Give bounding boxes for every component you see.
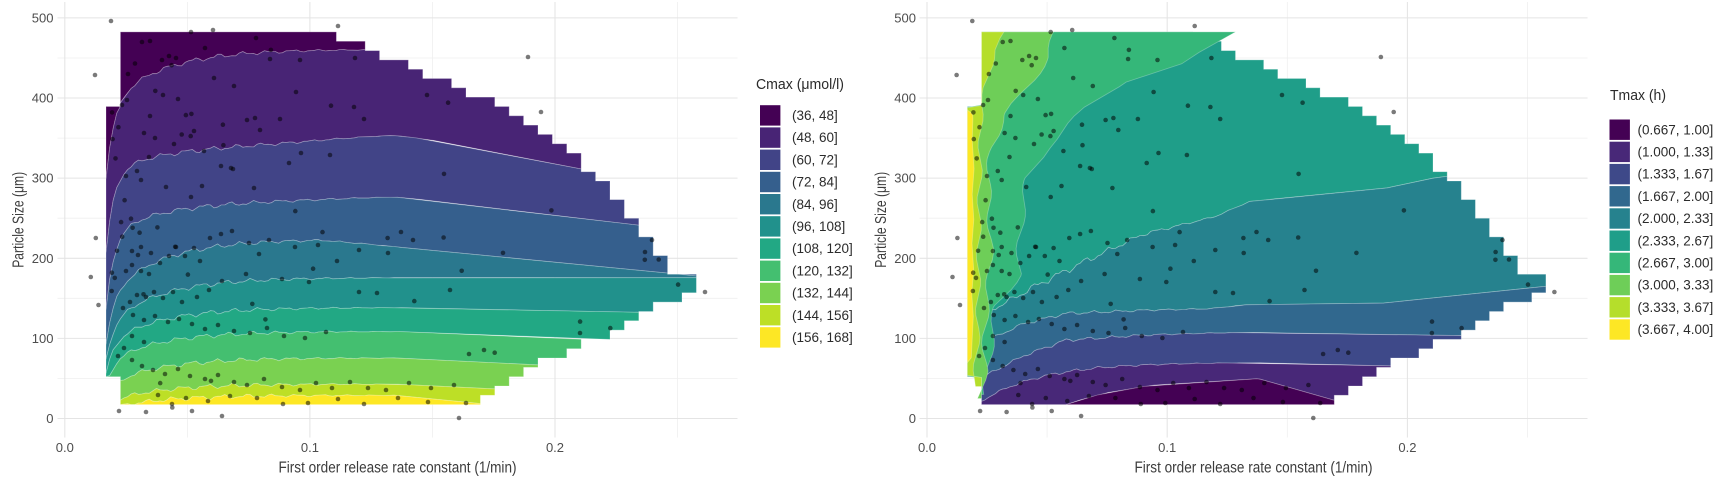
svg-text:100: 100 bbox=[32, 331, 54, 346]
svg-text:(36, 48]: (36, 48] bbox=[792, 108, 838, 123]
svg-text:(144, 156]: (144, 156] bbox=[792, 308, 853, 323]
svg-text:(2.333, 2.67]: (2.333, 2.67] bbox=[1638, 233, 1714, 248]
svg-text:0.1: 0.1 bbox=[1158, 440, 1176, 455]
svg-text:(60, 72]: (60, 72] bbox=[792, 152, 838, 167]
svg-text:0: 0 bbox=[46, 411, 53, 426]
svg-text:(2.000, 2.33]: (2.000, 2.33] bbox=[1638, 211, 1714, 226]
svg-text:Particle Size (μm): Particle Size (μm) bbox=[11, 172, 28, 268]
svg-text:(96, 108]: (96, 108] bbox=[792, 219, 845, 234]
svg-text:(1.000, 1.33]: (1.000, 1.33] bbox=[1638, 145, 1714, 160]
svg-text:First order release rate const: First order release rate constant (1/min… bbox=[279, 460, 517, 477]
svg-text:0.2: 0.2 bbox=[1398, 440, 1416, 455]
svg-text:400: 400 bbox=[894, 91, 916, 106]
svg-text:(2.667, 3.00]: (2.667, 3.00] bbox=[1638, 256, 1714, 271]
svg-text:200: 200 bbox=[32, 251, 54, 266]
svg-text:0.1: 0.1 bbox=[301, 440, 319, 455]
svg-text:Cmax (μmol/l): Cmax (μmol/l) bbox=[756, 76, 844, 93]
svg-text:(120, 132]: (120, 132] bbox=[792, 263, 853, 278]
svg-text:(132, 144]: (132, 144] bbox=[792, 286, 853, 301]
svg-text:0: 0 bbox=[909, 411, 916, 426]
svg-text:(3.667, 4.00]: (3.667, 4.00] bbox=[1638, 322, 1714, 337]
svg-text:(1.667, 2.00]: (1.667, 2.00] bbox=[1638, 189, 1714, 204]
svg-text:500: 500 bbox=[894, 10, 916, 25]
svg-text:400: 400 bbox=[32, 91, 54, 106]
svg-text:0.2: 0.2 bbox=[546, 440, 564, 455]
svg-text:(3.333, 3.67]: (3.333, 3.67] bbox=[1638, 300, 1714, 315]
svg-text:Tmax (h): Tmax (h) bbox=[1610, 87, 1666, 104]
svg-text:100: 100 bbox=[894, 331, 916, 346]
svg-text:(3.000, 3.33]: (3.000, 3.33] bbox=[1638, 278, 1714, 293]
svg-text:200: 200 bbox=[894, 251, 916, 266]
svg-text:0.0: 0.0 bbox=[56, 440, 74, 455]
svg-text:(48, 60]: (48, 60] bbox=[792, 130, 838, 145]
svg-text:500: 500 bbox=[32, 10, 54, 25]
svg-text:300: 300 bbox=[894, 171, 916, 186]
svg-text:(156, 168]: (156, 168] bbox=[792, 330, 853, 345]
svg-text:(1.333, 1.67]: (1.333, 1.67] bbox=[1638, 167, 1714, 182]
svg-text:Particle Size (μm): Particle Size (μm) bbox=[873, 172, 890, 268]
svg-text:0.0: 0.0 bbox=[918, 440, 936, 455]
svg-text:(72, 84]: (72, 84] bbox=[792, 175, 838, 190]
svg-text:(84, 96]: (84, 96] bbox=[792, 197, 838, 212]
svg-text:300: 300 bbox=[32, 171, 54, 186]
svg-text:First order release rate const: First order release rate constant (1/min… bbox=[1135, 460, 1373, 477]
svg-text:(108, 120]: (108, 120] bbox=[792, 241, 853, 256]
svg-text:(0.667, 1.00]: (0.667, 1.00] bbox=[1638, 122, 1714, 137]
